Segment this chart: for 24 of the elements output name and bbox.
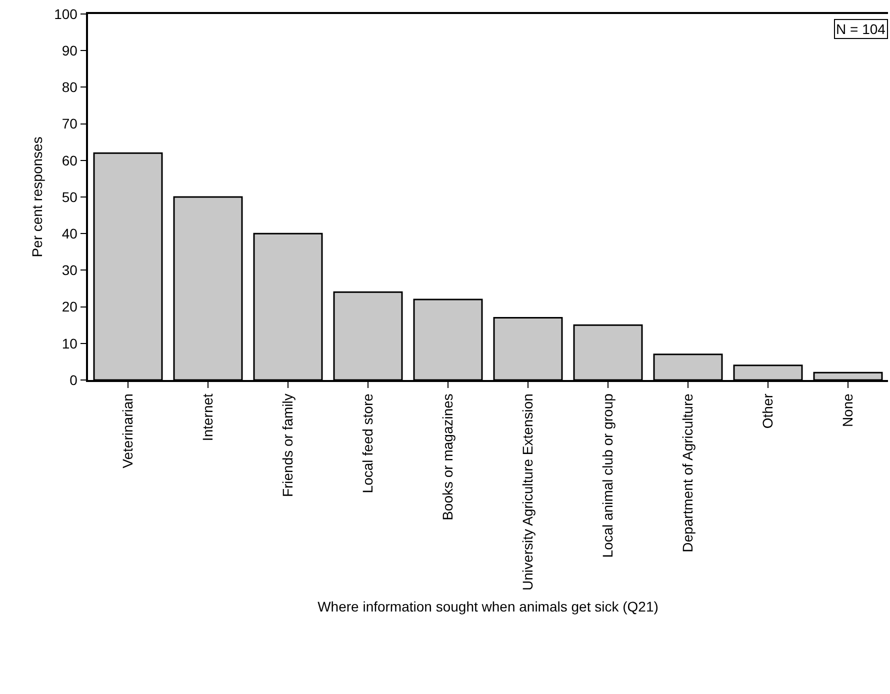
x-tick-label: Local animal club or group xyxy=(600,393,616,558)
annotation: N = 104 xyxy=(836,21,886,37)
y-tick-label: 0 xyxy=(70,372,78,388)
x-axis-title: Where information sought when animals get sick (Q21) xyxy=(318,598,658,614)
y-tick-label: 50 xyxy=(62,188,78,205)
y-tick-label: 100 xyxy=(54,6,78,22)
x-tick-label: Local feed store xyxy=(360,393,376,494)
y-tick-label: 40 xyxy=(62,226,78,242)
x-tick-label: None xyxy=(840,393,856,428)
y-tick-label: 70 xyxy=(62,116,78,132)
y-tick-label: 20 xyxy=(62,298,78,315)
x-tick-label: University Agriculture Extension xyxy=(520,394,536,590)
x-tick-label: Department of Agriculture xyxy=(680,393,696,552)
x-tick-label: Internet xyxy=(200,394,216,442)
x-tick-label: Friends or family xyxy=(280,394,296,498)
y-tick-label: 90 xyxy=(62,42,78,58)
y-tick-label: 60 xyxy=(62,152,78,168)
x-tick-label: Other xyxy=(760,393,776,429)
y-tick-label: 30 xyxy=(62,262,78,278)
x-tick-label: Books or magazines xyxy=(440,394,456,520)
x-tick-label: Veterinarian xyxy=(120,394,136,468)
y-tick-label: 80 xyxy=(62,79,78,96)
y-tick-label: 10 xyxy=(62,335,78,352)
y-axis-title: Per cent responses xyxy=(29,136,46,258)
